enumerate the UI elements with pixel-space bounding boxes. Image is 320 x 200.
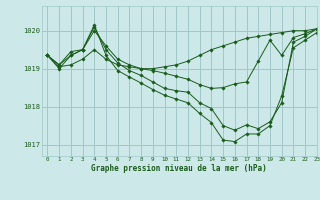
- X-axis label: Graphe pression niveau de la mer (hPa): Graphe pression niveau de la mer (hPa): [91, 164, 267, 173]
